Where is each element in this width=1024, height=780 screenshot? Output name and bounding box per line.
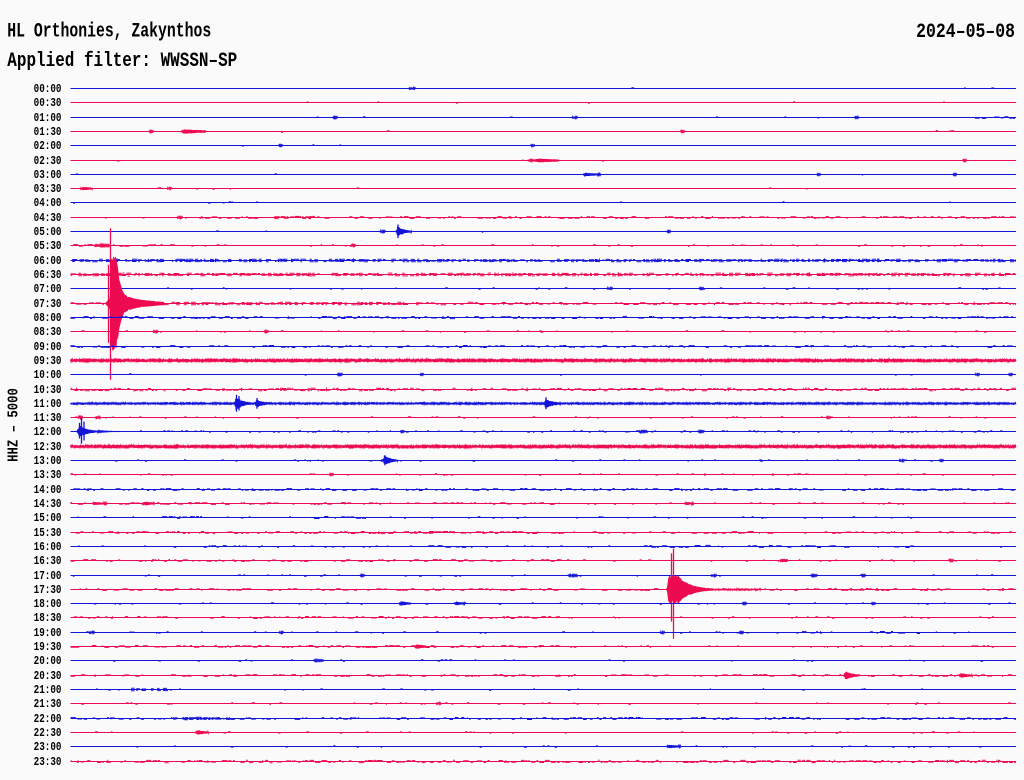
svg-text:06:30: 06:30 — [34, 269, 62, 282]
svg-text:23:30: 23:30 — [34, 756, 62, 769]
svg-text:19:00: 19:00 — [34, 627, 62, 640]
svg-text:Applied filter: WWSSN–SP: Applied filter: WWSSN–SP — [7, 51, 237, 73]
svg-text:00:00: 00:00 — [34, 83, 62, 96]
svg-text:15:00: 15:00 — [34, 512, 62, 525]
svg-text:02:30: 02:30 — [34, 155, 62, 168]
svg-text:01:30: 01:30 — [34, 126, 62, 139]
svg-text:11:30: 11:30 — [34, 412, 62, 425]
svg-text:17:00: 17:00 — [34, 570, 62, 583]
svg-text:10:00: 10:00 — [34, 369, 62, 382]
svg-text:14:00: 14:00 — [34, 484, 62, 497]
svg-text:14:30: 14:30 — [34, 498, 62, 511]
svg-text:01:00: 01:00 — [34, 112, 62, 125]
svg-text:18:30: 18:30 — [34, 612, 62, 625]
svg-text:06:00: 06:00 — [34, 255, 62, 268]
svg-text:2024–05–08: 2024–05–08 — [916, 20, 1015, 44]
svg-text:03:30: 03:30 — [34, 183, 62, 196]
svg-text:03:00: 03:00 — [34, 169, 62, 182]
svg-text:22:00: 22:00 — [34, 713, 62, 726]
svg-text:18:00: 18:00 — [34, 598, 62, 611]
svg-text:05:00: 05:00 — [34, 226, 62, 239]
svg-text:09:30: 09:30 — [34, 355, 62, 368]
svg-text:07:00: 07:00 — [34, 283, 62, 296]
svg-text:00:30: 00:30 — [34, 97, 62, 110]
svg-text:21:00: 21:00 — [34, 684, 62, 697]
svg-text:12:30: 12:30 — [34, 441, 62, 454]
svg-text:12:00: 12:00 — [34, 426, 62, 439]
svg-text:23:00: 23:00 — [34, 741, 62, 754]
svg-text:08:30: 08:30 — [34, 326, 62, 339]
svg-text:02:00: 02:00 — [34, 140, 62, 153]
svg-text:20:30: 20:30 — [34, 670, 62, 683]
svg-text:16:00: 16:00 — [34, 541, 62, 554]
svg-text:15:30: 15:30 — [34, 527, 62, 540]
svg-text:HHZ – 5000: HHZ – 5000 — [7, 388, 23, 462]
svg-text:21:30: 21:30 — [34, 698, 62, 711]
svg-text:13:00: 13:00 — [34, 455, 62, 468]
svg-text:09:00: 09:00 — [34, 341, 62, 354]
svg-text:17:30: 17:30 — [34, 584, 62, 597]
svg-text:07:30: 07:30 — [34, 298, 62, 311]
svg-text:20:00: 20:00 — [34, 655, 62, 668]
svg-text:16:30: 16:30 — [34, 555, 62, 568]
svg-text:11:00: 11:00 — [34, 398, 62, 411]
svg-text:08:00: 08:00 — [34, 312, 62, 325]
svg-text:HL Orthonies, Zakynthos: HL Orthonies, Zakynthos — [7, 21, 211, 44]
svg-text:04:30: 04:30 — [34, 212, 62, 225]
svg-text:04:00: 04:00 — [34, 197, 62, 210]
svg-text:10:30: 10:30 — [34, 384, 62, 397]
svg-text:22:30: 22:30 — [34, 727, 62, 740]
svg-text:05:30: 05:30 — [34, 240, 62, 253]
svg-text:19:30: 19:30 — [34, 641, 62, 654]
svg-text:13:30: 13:30 — [34, 469, 62, 482]
